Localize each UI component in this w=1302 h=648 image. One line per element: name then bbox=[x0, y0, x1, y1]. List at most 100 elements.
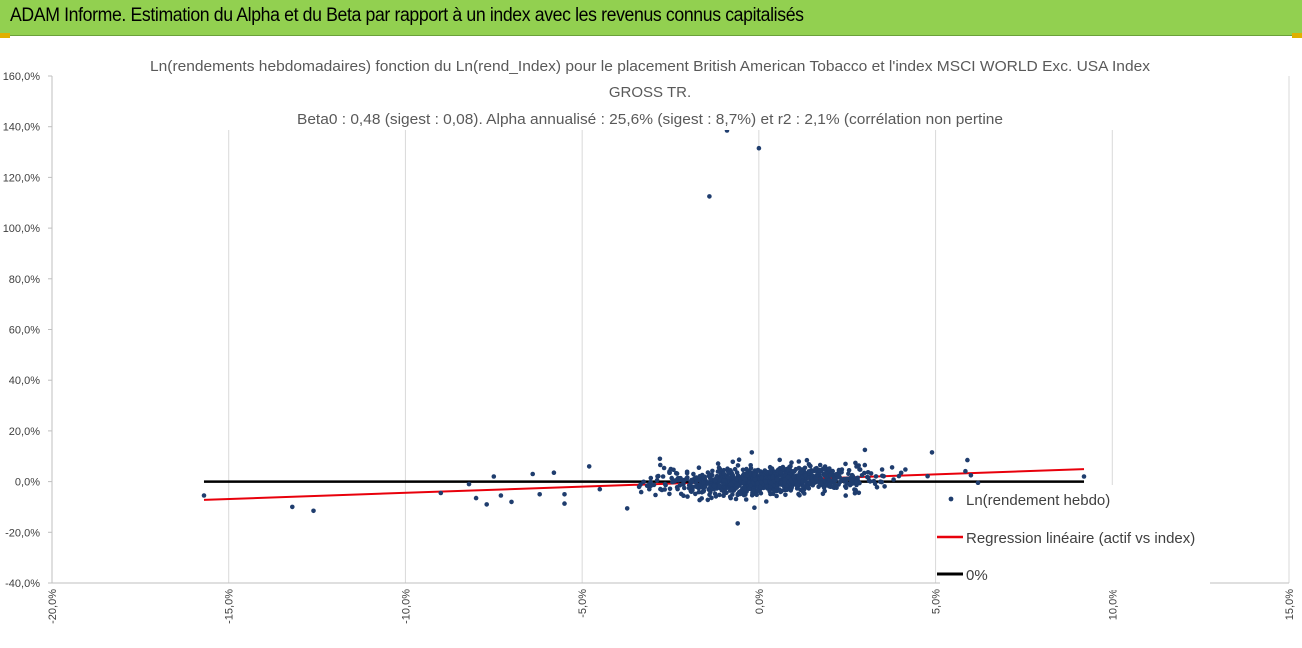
scatter-point bbox=[734, 476, 739, 482]
scatter-point bbox=[758, 490, 764, 496]
scatter-point bbox=[697, 473, 703, 479]
scatter-point bbox=[684, 475, 689, 481]
scatter-point bbox=[789, 485, 794, 491]
scatter-point bbox=[799, 467, 805, 472]
scatter-point bbox=[743, 492, 748, 497]
scatter-point bbox=[438, 490, 444, 496]
x-tick-label: -15,0% bbox=[224, 589, 236, 624]
scatter-point bbox=[754, 492, 759, 498]
scatter-point bbox=[806, 469, 811, 474]
scatter-point bbox=[498, 493, 504, 498]
y-tick-label: -40,0% bbox=[5, 578, 40, 590]
x-tick-label: 15,0% bbox=[1284, 589, 1296, 620]
scatter-point bbox=[756, 145, 762, 151]
scatter-point bbox=[862, 447, 868, 453]
scatter-point bbox=[473, 495, 479, 501]
scatter-points bbox=[201, 128, 1087, 526]
y-tick-label: 80,0% bbox=[9, 274, 40, 286]
scatter-point bbox=[783, 492, 788, 498]
scatter-point bbox=[879, 479, 884, 485]
scatter-point bbox=[862, 462, 868, 468]
scatter-point bbox=[749, 492, 755, 498]
scatter-point bbox=[780, 464, 786, 470]
scatter-point bbox=[724, 490, 729, 496]
y-tick-label: 20,0% bbox=[9, 426, 40, 438]
scatter-point bbox=[667, 470, 672, 476]
scatter-point bbox=[201, 493, 207, 498]
scatter-point bbox=[768, 470, 773, 475]
scatter-point bbox=[786, 466, 791, 472]
scatter-point bbox=[686, 485, 692, 491]
scatter-point bbox=[641, 479, 646, 485]
scatter-point bbox=[842, 479, 847, 484]
scatter-point bbox=[658, 462, 663, 468]
scatter-point bbox=[730, 459, 736, 465]
scatter-point bbox=[763, 479, 768, 485]
scatter-point bbox=[843, 461, 848, 467]
scatter-point bbox=[768, 480, 774, 486]
scatter-point bbox=[856, 490, 862, 496]
scatter-point bbox=[701, 489, 706, 494]
scatter-point bbox=[709, 495, 714, 501]
scatter-point bbox=[721, 471, 726, 476]
scatter-point bbox=[711, 483, 717, 489]
scatter-point bbox=[648, 483, 654, 489]
scatter-point bbox=[852, 487, 857, 492]
scatter-point bbox=[726, 470, 731, 475]
scatter-point bbox=[752, 476, 758, 482]
scatter-point bbox=[674, 485, 680, 490]
x-tick-label: 0,0% bbox=[754, 589, 766, 614]
header-accent-right bbox=[1292, 33, 1302, 38]
scatter-point bbox=[879, 467, 885, 472]
scatter-point bbox=[963, 468, 968, 474]
scatter-point bbox=[767, 484, 773, 489]
scatter-point bbox=[758, 480, 764, 485]
scatter-point bbox=[793, 479, 798, 485]
x-tick-label: 5,0% bbox=[931, 589, 943, 614]
legend: Ln(rendement hebdo) Regression linéaire … bbox=[937, 485, 1210, 590]
scatter-point bbox=[667, 486, 673, 492]
scatter-point bbox=[774, 493, 779, 499]
scatter-point bbox=[752, 505, 757, 511]
scatter-point bbox=[832, 482, 838, 488]
scatter-point bbox=[670, 479, 675, 485]
scatter-point bbox=[636, 484, 642, 490]
scatter-point bbox=[785, 474, 791, 480]
y-tick-label: -20,0% bbox=[5, 527, 40, 539]
scatter-point bbox=[828, 473, 833, 478]
scatter-point bbox=[728, 482, 734, 487]
legend-item-zero: 0% bbox=[937, 567, 988, 584]
y-tick-label: 160,0% bbox=[3, 71, 41, 83]
scatter-point bbox=[678, 477, 684, 483]
scatter-point bbox=[796, 476, 802, 481]
scatter-point bbox=[662, 481, 668, 487]
scatter-point bbox=[290, 504, 295, 510]
scatter-point bbox=[759, 475, 765, 480]
chart-title: Ln(rendements hebdomadaires) fonction du… bbox=[145, 44, 1155, 130]
scatter-point bbox=[743, 497, 749, 502]
scatter-point bbox=[810, 477, 815, 483]
scatter-point bbox=[903, 467, 908, 472]
scatter-point bbox=[655, 474, 660, 479]
scatter-point bbox=[689, 477, 694, 483]
scatter-point bbox=[843, 493, 848, 498]
scatter-point bbox=[735, 492, 740, 498]
legend-label-regression: Regression linéaire (actif vs index) bbox=[966, 530, 1195, 547]
scatter-point bbox=[653, 492, 658, 498]
scatter-point bbox=[725, 475, 731, 480]
scatter-point bbox=[668, 466, 674, 472]
scatter-point bbox=[684, 470, 690, 476]
y-tick-label: 140,0% bbox=[3, 122, 41, 134]
scatter-point bbox=[854, 479, 859, 485]
scatter-point bbox=[657, 456, 663, 462]
scatter-point bbox=[774, 477, 780, 482]
y-tick-label: 100,0% bbox=[3, 223, 41, 235]
scatter-point bbox=[709, 472, 715, 478]
scatter-point bbox=[742, 486, 748, 492]
scatter-point bbox=[734, 482, 740, 488]
scatter-point bbox=[693, 476, 698, 482]
scatter-point bbox=[682, 485, 687, 491]
scatter-point bbox=[597, 486, 603, 492]
report-title: ADAM Informe. Estimation du Alpha et du … bbox=[10, 5, 804, 26]
scatter-point bbox=[800, 484, 806, 489]
